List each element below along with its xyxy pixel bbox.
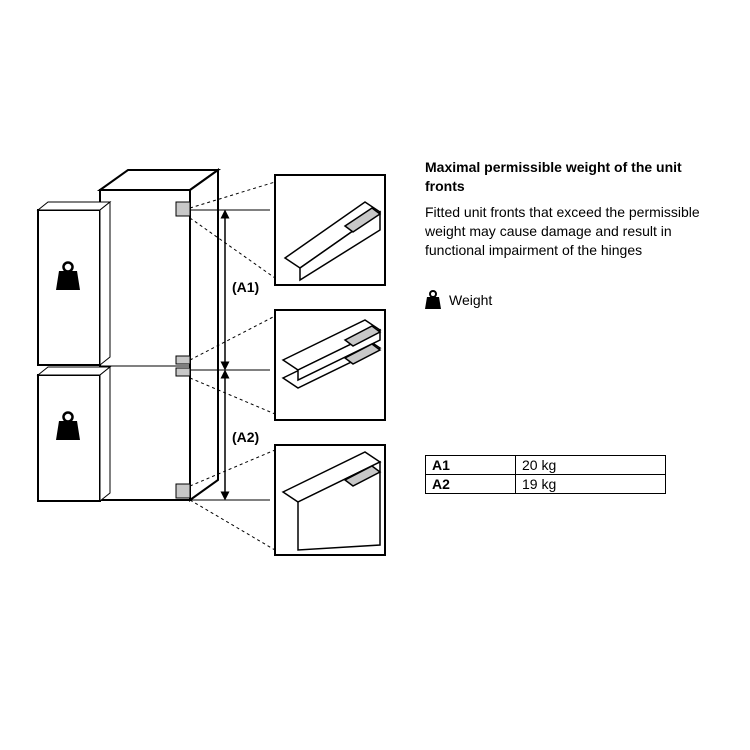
weight-legend: Weight [425, 290, 492, 310]
table-value: 20 kg [516, 456, 666, 475]
diagram-canvas: (A1) (A2) Maximal permissible weight of … [0, 0, 750, 750]
dim-label-a1: (A1) [232, 278, 259, 297]
weight-legend-label: Weight [449, 292, 492, 308]
description: Fitted unit fronts that exceed the permi… [425, 203, 715, 260]
title: Maximal permissible weight of the unit f… [425, 158, 715, 196]
table-value: 19 kg [516, 475, 666, 494]
table-row: A2 19 kg [426, 475, 666, 494]
cabinet-body [100, 170, 218, 500]
weight-icon [425, 290, 441, 310]
weight-table: A1 20 kg A2 19 kg [425, 455, 666, 494]
table-key: A1 [426, 456, 516, 475]
table-key: A2 [426, 475, 516, 494]
table-row: A1 20 kg [426, 456, 666, 475]
detail-top-hinge [275, 175, 385, 285]
detail-bottom-hinge [275, 445, 385, 555]
detail-middle-hinge [275, 310, 385, 420]
dim-label-a2: (A2) [232, 428, 259, 447]
